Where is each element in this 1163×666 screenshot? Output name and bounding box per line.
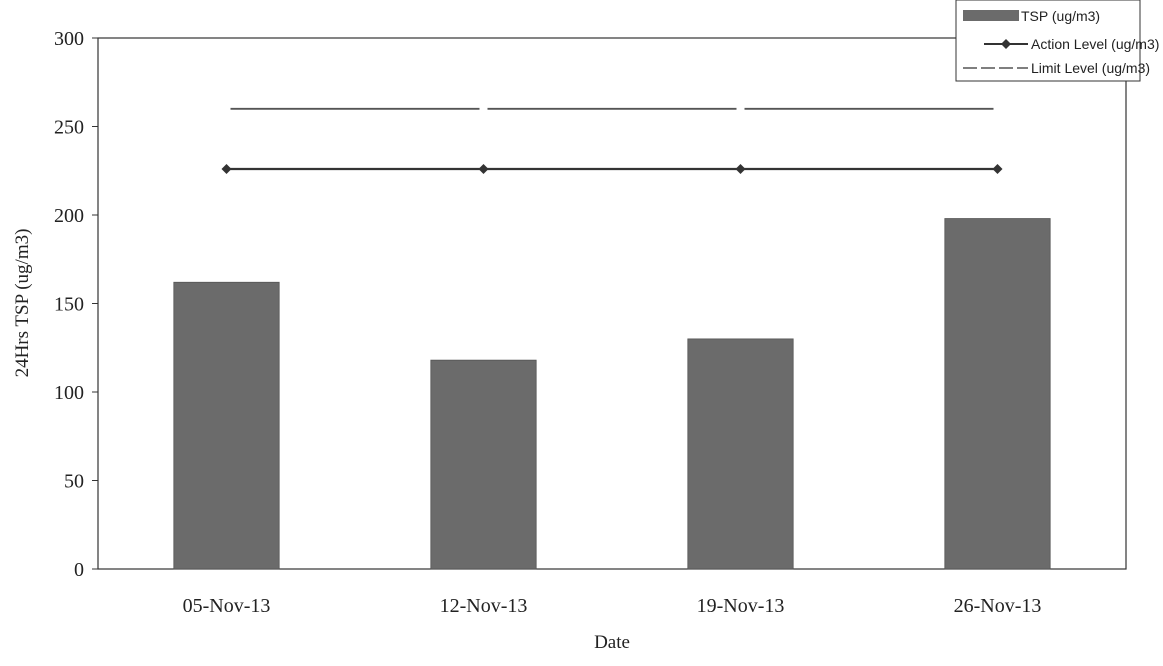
legend-label-limit: Limit Level (ug/m3)	[1031, 60, 1150, 76]
bar	[687, 338, 794, 570]
legend-marker-action	[1001, 39, 1011, 49]
level-lines	[221, 107, 1003, 174]
x-tick-label: 19-Nov-13	[697, 595, 785, 617]
x-axis-label: Date	[594, 632, 630, 653]
bar	[430, 359, 537, 570]
y-axis: 0 50 100 150 200 250 300	[54, 28, 98, 581]
y-tick-label: 200	[54, 205, 84, 227]
action-level-marker	[992, 163, 1003, 174]
x-tick-label: 12-Nov-13	[440, 595, 528, 617]
legend-label-tsp: TSP (ug/m3)	[1021, 8, 1100, 24]
x-tick-label: 05-Nov-13	[183, 595, 271, 617]
y-tick-label: 250	[54, 117, 84, 139]
bar	[173, 281, 280, 570]
bar-series	[173, 218, 1051, 570]
legend: TSP (ug/m3) Action Level (ug/m3) Limit L…	[955, 0, 1159, 82]
y-axis-label: 24Hrs TSP (ug/m3)	[12, 229, 33, 378]
action-level-marker	[735, 163, 746, 174]
action-level-marker	[221, 163, 232, 174]
y-tick-label: 100	[54, 382, 84, 404]
x-axis: 05-Nov-13 12-Nov-13 19-Nov-13 26-Nov-13	[183, 595, 1042, 617]
legend-swatch-tsp	[963, 10, 1019, 21]
x-tick-label: 26-Nov-13	[954, 595, 1042, 617]
bar	[944, 218, 1051, 570]
action-level-marker	[478, 163, 489, 174]
y-tick-label: 50	[64, 471, 84, 493]
y-tick-label: 300	[54, 28, 84, 50]
y-tick-label: 0	[74, 559, 84, 581]
y-tick-label: 150	[54, 294, 84, 316]
legend-label-action: Action Level (ug/m3)	[1031, 36, 1159, 52]
